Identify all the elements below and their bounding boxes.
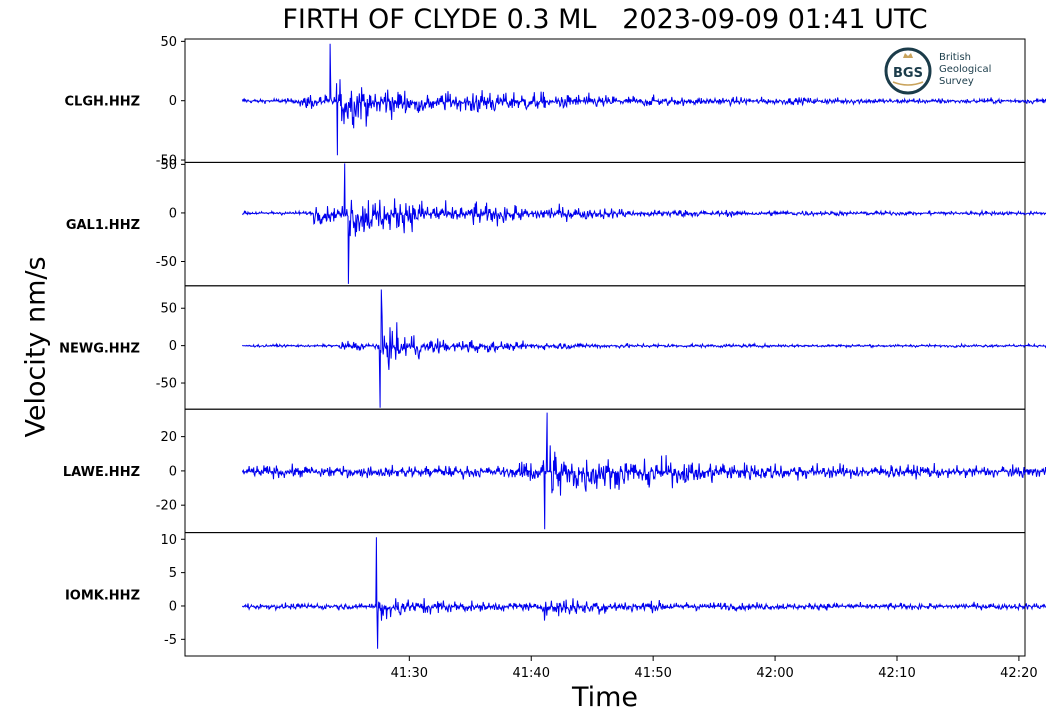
- x-tick-label: 42:20: [1000, 666, 1037, 681]
- logo-line-2: Geological: [939, 64, 992, 75]
- y-tick-label: 0: [169, 94, 177, 109]
- y-tick-label: -50: [156, 377, 177, 392]
- y-tick-label: 50: [160, 35, 177, 50]
- y-tick-label: 0: [169, 599, 177, 614]
- y-tick-label: 50: [160, 302, 177, 317]
- y-tick-label: 5: [169, 566, 177, 581]
- y-axis-label: Velocity nm/s: [20, 256, 52, 438]
- y-tick-label: -50: [156, 154, 177, 169]
- y-tick-label: 0: [169, 206, 177, 221]
- x-tick-label: 41:40: [513, 666, 550, 681]
- bgs-logo-icon: BGS: [884, 47, 932, 95]
- logo-line-1: British: [939, 52, 971, 63]
- x-tick-label: 41:30: [391, 666, 428, 681]
- y-tick-label: 0: [169, 464, 177, 479]
- logo-line-3: Survey: [939, 76, 974, 87]
- x-axis-label: Time: [571, 682, 639, 713]
- y-tick-label: 50: [160, 158, 177, 173]
- station-label: IOMK.HHZ: [65, 588, 140, 603]
- y-tick-label: 0: [169, 339, 177, 354]
- y-tick-label: 20: [160, 430, 177, 445]
- station-label: CLGH.HHZ: [65, 95, 141, 110]
- y-tick-label: -20: [156, 499, 177, 514]
- panel-frame: [184, 532, 1026, 657]
- chart-title: FIRTH OF CLYDE 0.3 ML 2023-09-09 01:41 U…: [282, 4, 928, 35]
- station-label: GAL1.HHZ: [66, 218, 140, 233]
- logo-text: British Geological Survey: [939, 52, 991, 88]
- y-tick-label: 10: [160, 533, 177, 548]
- waveform-trace: [241, 43, 1046, 156]
- y-tick-label: -5: [164, 633, 177, 648]
- waveform-trace: [241, 537, 1046, 649]
- waveform-trace: [241, 412, 1046, 530]
- waveform-trace: [241, 163, 1046, 284]
- x-tick-label: 42:10: [878, 666, 915, 681]
- logo-abbr: BGS: [893, 66, 923, 81]
- bgs-logo: BGS British Geological Survey: [883, 46, 1005, 96]
- station-label: NEWG.HHZ: [59, 342, 140, 357]
- x-tick-label: 42:00: [756, 666, 793, 681]
- waveform-trace: [241, 289, 1046, 408]
- x-tick-label: 41:50: [634, 666, 671, 681]
- panel-frame: [184, 161, 1026, 287]
- panel-frame: [184, 285, 1026, 410]
- station-label: LAWE.HHZ: [63, 465, 140, 480]
- y-tick-label: -50: [156, 255, 177, 270]
